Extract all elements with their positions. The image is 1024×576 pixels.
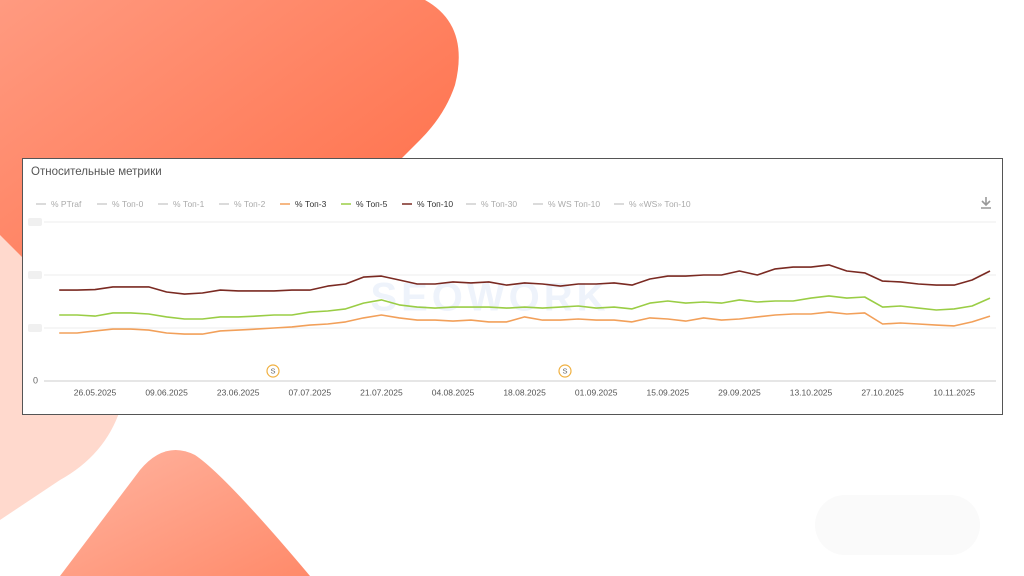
annotation-marker (266, 364, 280, 378)
label-mask (28, 271, 42, 279)
x-tick-label: 15.09.2025 (647, 387, 690, 397)
x-tick-label: 13.10.2025 (790, 387, 833, 397)
x-tick-label: 18.08.2025 (503, 387, 546, 397)
legend-label: % «WS» Топ-10 (629, 199, 691, 209)
legend-label: % Топ-30 (481, 199, 517, 209)
legend-label: % Топ-0 (112, 199, 144, 209)
annotation[interactable]: S (558, 364, 572, 378)
legend-label: % Топ-5 (356, 199, 388, 209)
legend-label: % Топ-3 (295, 199, 327, 209)
annotation[interactable]: S (266, 364, 280, 378)
bg-shape (60, 450, 310, 576)
series-line (59, 264, 991, 295)
legend-item[interactable]: % Топ-0 (97, 199, 144, 209)
legend-label: % PTraf (51, 199, 82, 209)
series-line (59, 295, 991, 320)
legend-item[interactable]: % Топ-10 (402, 199, 453, 209)
legend-label: % Топ-2 (234, 199, 266, 209)
x-tick-label: 09.06.2025 (145, 387, 188, 397)
bg-shape (815, 495, 980, 555)
download-glyph (981, 197, 991, 209)
label-mask (28, 324, 42, 332)
legend-item[interactable]: % Топ-3 (280, 199, 327, 209)
x-tick-label: 27.10.2025 (861, 387, 904, 397)
label-mask (28, 218, 42, 226)
legend-item[interactable]: % Топ-5 (341, 199, 388, 209)
legend-item[interactable]: % WS Топ-10 (533, 199, 600, 209)
x-tick-label: 29.09.2025 (718, 387, 761, 397)
x-tick-label: 23.06.2025 (217, 387, 260, 397)
legend-item[interactable]: % Топ-1 (158, 199, 205, 209)
annotation-label: S (562, 366, 567, 375)
legend-item[interactable]: % Топ-30 (466, 199, 517, 209)
annotation-marker (558, 364, 572, 378)
annotation-label: S (270, 366, 275, 375)
legend-item[interactable]: % Топ-2 (219, 199, 266, 209)
y-tick-label: 0 (33, 375, 38, 385)
x-tick-label: 07.07.2025 (289, 387, 332, 397)
download-icon[interactable] (981, 197, 991, 209)
legend-label: % Топ-10 (417, 199, 453, 209)
panel (22, 158, 1003, 415)
legend-label: % WS Топ-10 (548, 199, 600, 209)
chart-title: Относительные метрики (31, 166, 162, 178)
x-tick-label: 04.08.2025 (432, 387, 475, 397)
legend-item[interactable]: % «WS» Топ-10 (614, 199, 691, 209)
legend-label: % Топ-1 (173, 199, 205, 209)
series-line (59, 311, 991, 335)
x-tick-label: 26.05.2025 (74, 387, 117, 397)
legend-item[interactable]: % PTraf (36, 199, 82, 209)
x-tick-label: 01.09.2025 (575, 387, 618, 397)
hidden-tick-labels (28, 218, 42, 332)
x-tick-label: 10.11.2025 (933, 387, 975, 397)
x-tick-label: 21.07.2025 (360, 387, 403, 397)
